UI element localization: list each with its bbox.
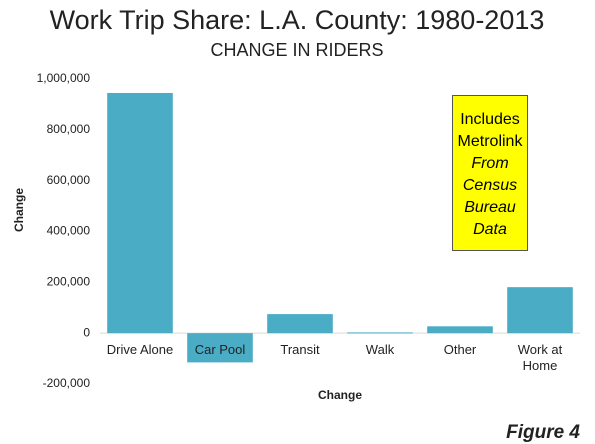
y-tick-label: 400,000 <box>47 224 91 238</box>
annotation-box: Includes Metrolink From Census Bureau Da… <box>452 95 528 251</box>
bar <box>187 333 253 363</box>
y-tick-label: -200,000 <box>43 376 91 390</box>
x-tick-label: Car Pool <box>194 342 246 358</box>
y-axis-title: Change <box>12 188 26 232</box>
y-tick-label: 1,000,000 <box>37 71 91 85</box>
y-tick-label: 600,000 <box>47 173 91 187</box>
bar <box>427 326 493 334</box>
y-tick-label: 200,000 <box>47 275 91 289</box>
x-tick-label: Drive Alone <box>106 342 174 358</box>
chart-subtitle: CHANGE IN RIDERS <box>210 40 383 60</box>
x-tick-label: Transit <box>280 342 320 358</box>
bar <box>507 287 573 334</box>
y-tick-label: 0 <box>83 325 90 339</box>
figure-label: Figure 4 <box>506 422 580 443</box>
x-axis-title: Change <box>318 388 362 402</box>
y-tick-label: 800,000 <box>47 122 91 136</box>
bar <box>267 314 333 334</box>
annotation: Includes Metrolink <box>457 110 523 150</box>
x-tick-label: Walk <box>365 342 395 358</box>
x-tick-label: Work at Home <box>517 342 563 374</box>
bar <box>347 332 413 334</box>
bar <box>107 92 173 334</box>
annotation: From Census Bureau Data <box>462 154 518 238</box>
x-tick-label: Other <box>443 342 477 358</box>
chart-title: Work Trip Share: L.A. County: 1980-2013 <box>50 5 545 35</box>
